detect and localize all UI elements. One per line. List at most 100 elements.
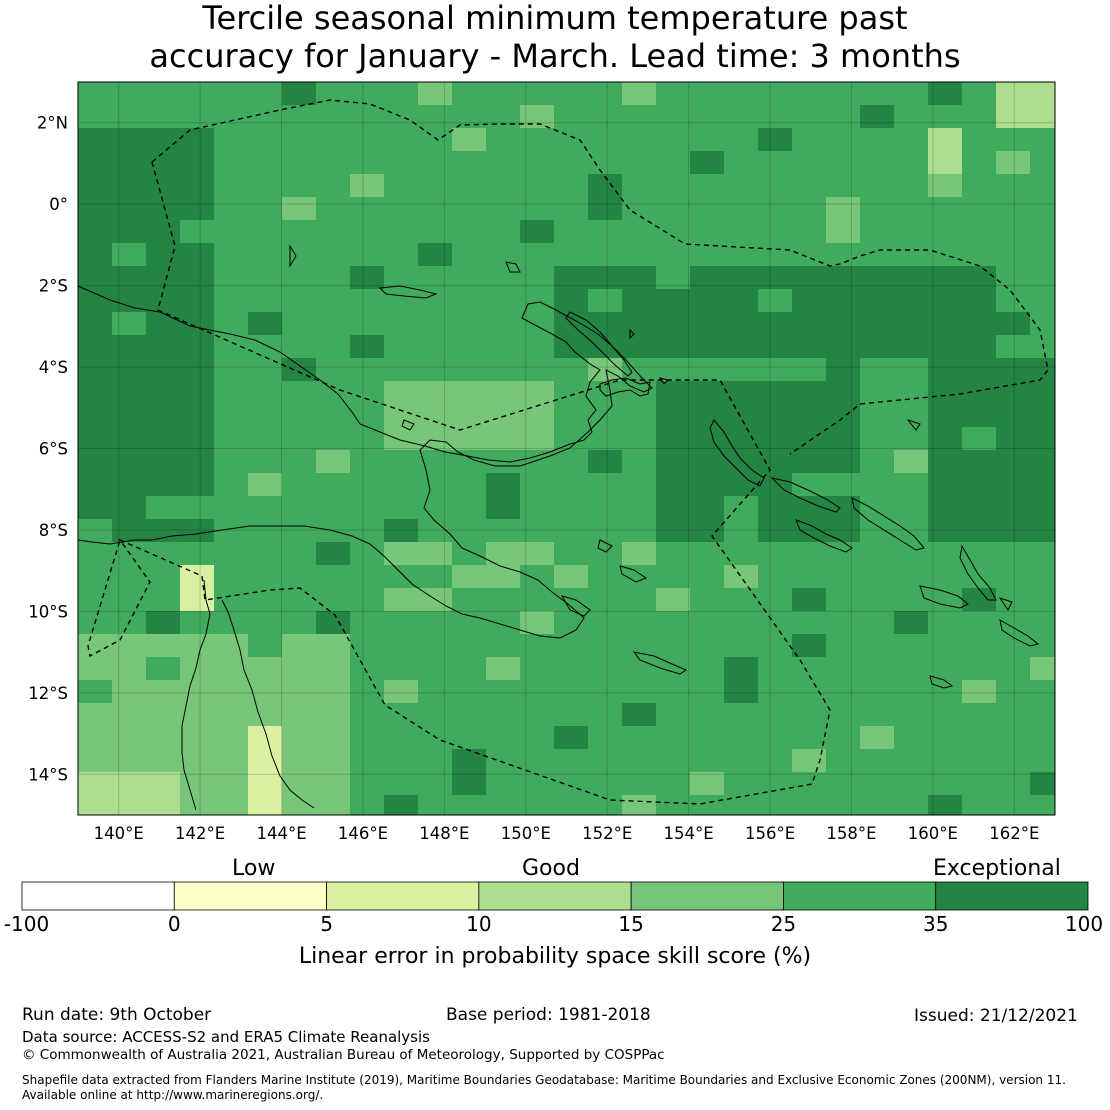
skill-cell (350, 289, 384, 312)
skill-cell (350, 174, 384, 197)
skill-cell (520, 519, 554, 542)
skill-cell (316, 266, 350, 289)
skill-cell (418, 542, 452, 565)
skill-cell (690, 450, 724, 473)
colorbar-segment (783, 881, 937, 911)
skill-cell (962, 703, 996, 726)
colorbar-tick-label: 0 (167, 912, 181, 936)
skill-cell (894, 450, 928, 473)
skill-cell (690, 266, 724, 289)
skill-cell (520, 174, 554, 197)
skill-cell (384, 266, 418, 289)
coastline-new-britain (599, 377, 651, 397)
skill-cell (486, 680, 520, 703)
skill-cell (316, 220, 350, 243)
skill-cell (554, 565, 588, 588)
skill-cell (112, 450, 146, 473)
skill-cell (724, 174, 758, 197)
skill-cell (622, 128, 656, 151)
skill-cell (350, 657, 384, 680)
lon-tick-label: 144°E (256, 824, 306, 843)
skill-cell (962, 151, 996, 174)
skill-cell (588, 565, 622, 588)
skill-cell (214, 105, 248, 128)
colorbar-label-low: Low (232, 856, 276, 881)
skill-cell (792, 381, 826, 404)
skill-cell (554, 82, 588, 105)
skill-cell (384, 657, 418, 680)
shapefile-credit-line1: Shapefile data extracted from Flanders M… (22, 1073, 1066, 1087)
skill-cell (384, 335, 418, 358)
skill-cell (758, 565, 792, 588)
skill-cell (1030, 749, 1055, 772)
skill-cell (724, 726, 758, 749)
skill-cell (962, 174, 996, 197)
skill-cell (622, 404, 656, 427)
skill-cell (520, 795, 554, 815)
skill-cell (316, 335, 350, 358)
skill-cell (282, 726, 316, 749)
skill-cell (554, 749, 588, 772)
skill-cell (996, 542, 1030, 565)
skill-cell (350, 749, 384, 772)
skill-cell (690, 404, 724, 427)
skill-cell (452, 588, 486, 611)
skill-cell (996, 266, 1030, 289)
skill-cell (248, 266, 282, 289)
skill-cell (792, 473, 826, 496)
skill-cell (860, 404, 894, 427)
skill-cell (78, 565, 112, 588)
skill-cell (418, 795, 452, 815)
skill-cell (656, 105, 690, 128)
skill-cell (350, 450, 384, 473)
skill-cell (214, 519, 248, 542)
skill-cell (928, 427, 962, 450)
skill-cell (214, 151, 248, 174)
skill-cell (384, 105, 418, 128)
skill-cell (894, 243, 928, 266)
skill-cell (112, 312, 146, 335)
skill-cell (384, 726, 418, 749)
skill-grid-cells (78, 82, 1055, 815)
skill-cell (826, 82, 860, 105)
skill-cell (452, 749, 486, 772)
skill-cell (690, 82, 724, 105)
skill-cell (690, 657, 724, 680)
skill-cell (826, 519, 860, 542)
skill-cell (146, 657, 180, 680)
skill-cell (78, 266, 112, 289)
skill-cell (350, 703, 384, 726)
skill-cell (214, 404, 248, 427)
skill-cell (520, 634, 554, 657)
skill-cell (928, 266, 962, 289)
skill-cell (758, 680, 792, 703)
skill-cell (656, 496, 690, 519)
skill-cell (928, 565, 962, 588)
skill-cell (282, 795, 316, 815)
skill-cell (384, 197, 418, 220)
skill-cell (452, 82, 486, 105)
skill-cell (962, 243, 996, 266)
skill-cell (894, 588, 928, 611)
skill-cell (486, 358, 520, 381)
skill-cell (792, 450, 826, 473)
skill-cell (894, 312, 928, 335)
skill-cell (554, 611, 588, 634)
colorbar-tick-label: -100 (3, 912, 50, 936)
skill-cell (520, 82, 554, 105)
skill-cell (520, 220, 554, 243)
map-gridlines (78, 82, 1055, 815)
skill-cell (826, 381, 860, 404)
skill-cell (962, 404, 996, 427)
skill-cell (146, 749, 180, 772)
skill-cell (860, 519, 894, 542)
lon-tick-label: 160°E (908, 824, 958, 843)
skill-cell (316, 358, 350, 381)
skill-cell (894, 128, 928, 151)
skill-cell (418, 634, 452, 657)
skill-cell (588, 105, 622, 128)
skill-cell (792, 151, 826, 174)
skill-cell (180, 565, 214, 588)
skill-cell (792, 243, 826, 266)
skill-cell (282, 657, 316, 680)
